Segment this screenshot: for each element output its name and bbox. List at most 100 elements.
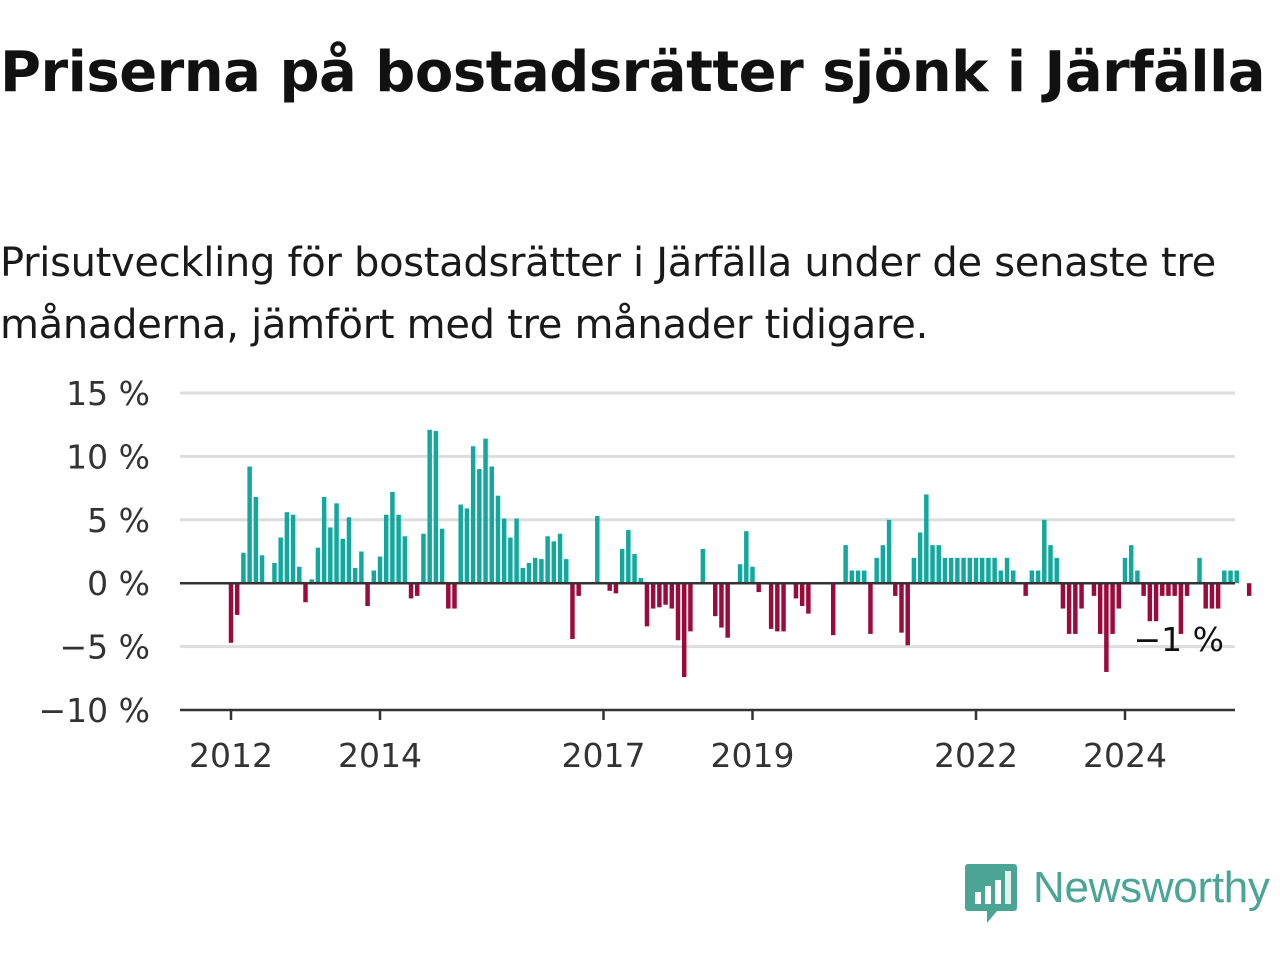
bar — [526, 562, 532, 584]
bar — [1153, 583, 1159, 622]
bar — [880, 545, 886, 584]
bar — [1011, 570, 1016, 584]
bar — [911, 557, 917, 584]
bar — [377, 556, 383, 584]
bar — [874, 557, 879, 584]
bar — [986, 557, 991, 584]
bar — [247, 466, 252, 584]
bar — [750, 566, 755, 584]
bar — [346, 517, 352, 584]
bar — [1166, 583, 1171, 596]
bar — [961, 557, 966, 584]
bar — [452, 583, 457, 609]
bar — [520, 567, 526, 584]
bar — [1203, 583, 1208, 609]
bar — [893, 583, 898, 596]
bar — [570, 583, 575, 639]
y-tick-label: 5 % — [87, 501, 150, 540]
bar — [756, 583, 761, 593]
bar — [508, 537, 513, 584]
bar — [1091, 583, 1097, 596]
bar — [663, 583, 668, 605]
bar — [843, 545, 848, 584]
bar — [936, 545, 941, 584]
bar — [290, 514, 296, 584]
bar — [830, 583, 836, 636]
bar — [495, 495, 501, 584]
bar — [303, 583, 308, 603]
bar — [321, 496, 327, 584]
bar — [967, 557, 973, 584]
bar — [1228, 570, 1233, 584]
brand-name: Newsworthy — [1033, 863, 1270, 912]
bar — [638, 578, 643, 584]
bar — [1035, 570, 1041, 584]
bar — [328, 527, 333, 584]
bar — [675, 583, 681, 641]
bar — [998, 570, 1004, 584]
bar — [1184, 583, 1190, 596]
bar — [340, 538, 345, 584]
bar — [799, 583, 805, 607]
bar — [669, 583, 675, 609]
bar — [973, 557, 979, 584]
bar — [924, 494, 929, 584]
bar — [719, 583, 724, 628]
bar — [992, 557, 997, 584]
bar — [470, 446, 476, 584]
bar — [477, 469, 482, 584]
bar — [415, 583, 420, 596]
bar — [396, 514, 401, 584]
bar — [439, 528, 445, 584]
y-tick-label: 0 % — [87, 564, 150, 603]
bar — [514, 518, 519, 584]
bar — [272, 562, 277, 584]
last-value-annotation: −1 % — [1134, 620, 1225, 659]
bar — [849, 570, 855, 584]
bar — [768, 583, 774, 629]
bar — [241, 552, 246, 584]
bar — [315, 547, 321, 584]
chart-title: Priserna på bostadsrätter sjönk i Järfäl… — [0, 40, 1266, 105]
bar — [1141, 583, 1146, 596]
bar — [253, 496, 259, 584]
bar — [942, 557, 948, 584]
bar — [1209, 583, 1215, 609]
bar — [744, 531, 749, 584]
bar — [793, 583, 799, 599]
bar — [737, 564, 743, 584]
bar — [948, 557, 954, 584]
bar — [595, 516, 600, 584]
bar — [1048, 545, 1053, 584]
bar-chart: 15 % 10 % 5 % 0 % −5 % −10 % 2012 2014 2017 2019… — [39, 374, 1252, 775]
bar — [725, 583, 730, 638]
x-tick-label: 2012 — [189, 736, 273, 775]
bar — [1215, 583, 1221, 609]
bar — [501, 518, 507, 584]
bar — [868, 583, 873, 634]
y-axis: 15 % 10 % 5 % 0 % −5 % −10 % — [39, 374, 151, 730]
bar — [365, 583, 370, 607]
bar — [613, 583, 619, 594]
bar — [458, 504, 463, 584]
bar — [905, 583, 910, 646]
newsworthy-logo-icon — [965, 864, 1017, 923]
bar — [917, 532, 923, 584]
bar — [1116, 583, 1122, 609]
bar — [781, 583, 786, 632]
bar — [545, 536, 550, 584]
bar — [390, 491, 395, 584]
bar — [1054, 557, 1059, 584]
bar — [713, 583, 718, 617]
bar-series — [228, 429, 1252, 678]
bar — [489, 466, 494, 584]
bar — [688, 583, 693, 632]
bar — [421, 533, 426, 584]
x-tick-label: 2019 — [711, 736, 795, 775]
bar — [334, 503, 339, 584]
bar — [371, 570, 377, 584]
x-axis: 2012 2014 2017 2019 2022 2024 — [180, 581, 1235, 775]
bar — [607, 583, 612, 591]
bar — [632, 554, 637, 584]
bar — [1122, 557, 1128, 584]
